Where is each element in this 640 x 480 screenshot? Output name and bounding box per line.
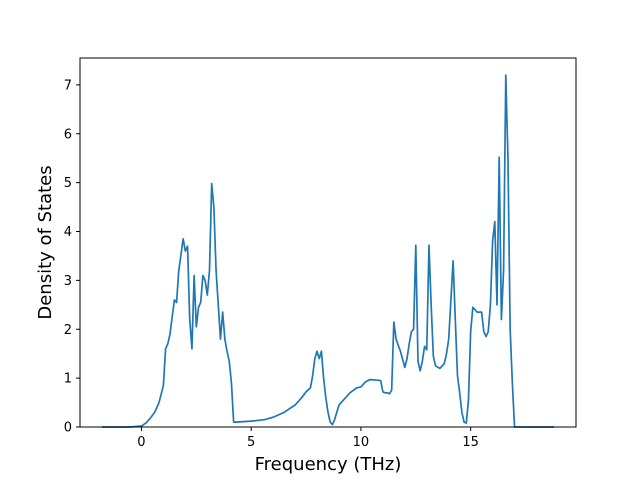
- y-tick-label: 3: [64, 274, 72, 289]
- y-tick-label: 6: [64, 127, 72, 142]
- x-axis-label: Frequency (THz): [255, 454, 402, 475]
- y-tick-label: 7: [64, 78, 72, 93]
- y-tick-label: 2: [64, 323, 72, 338]
- y-tick-label: 5: [64, 176, 72, 191]
- x-tick-label: 5: [247, 435, 255, 450]
- axes-frame: [79, 57, 577, 428]
- y-axis-ticks: 0 1 2 3 4 5 6 7: [64, 78, 80, 436]
- x-tick-label: 0: [137, 435, 145, 450]
- dos-series-line: [101, 74, 555, 428]
- x-tick-label: 10: [353, 435, 370, 450]
- x-axis-ticks: 0 5 10 15: [137, 427, 479, 450]
- y-axis-label: Density of States: [35, 165, 56, 319]
- x-tick-label: 15: [462, 435, 479, 450]
- y-tick-label: 1: [64, 372, 72, 387]
- y-tick-label: 0: [64, 421, 72, 436]
- y-tick-label: 4: [64, 225, 72, 240]
- plot-area: [101, 74, 555, 428]
